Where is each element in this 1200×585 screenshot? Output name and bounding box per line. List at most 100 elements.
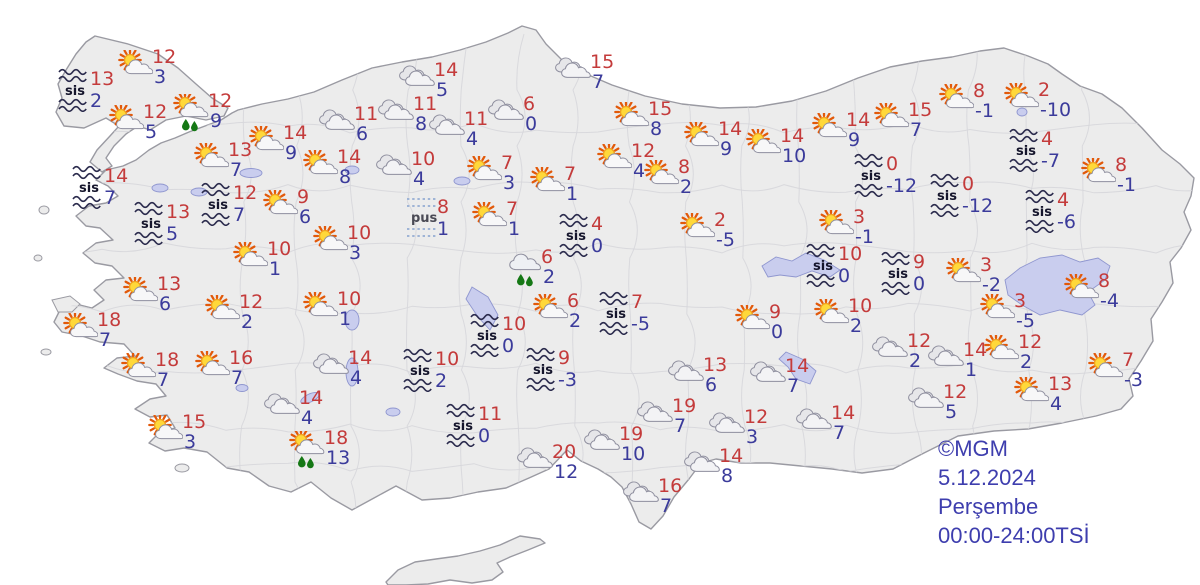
weather-station: 16 7 (623, 476, 682, 516)
max-temp: 14 (846, 109, 871, 131)
weather-station: sis 11 0 (446, 401, 502, 452)
min-temp: -1 (1117, 174, 1136, 196)
weather-station: 11 6 (319, 104, 378, 144)
partly-sunny-icon (1063, 272, 1100, 307)
reservoirs-euphrates (761, 252, 841, 278)
weather-station: sis 4 0 (559, 211, 603, 262)
min-temp: 8 (721, 465, 734, 487)
min-temp: -1 (975, 100, 994, 122)
partly-sunny-icon (679, 211, 716, 246)
max-temp: 14 (719, 445, 744, 467)
cloudy-icon (584, 427, 620, 460)
fog-icon: sis (599, 289, 635, 340)
weather-station: pus 8 1 (405, 194, 449, 245)
min-temp: 7 (99, 329, 112, 351)
max-temp: 12 (233, 182, 258, 204)
max-temp: 13 (166, 201, 191, 223)
weather-station: 13 6 (122, 274, 181, 314)
partly-sunny-icon (193, 141, 230, 176)
min-temp: 0 (525, 113, 538, 135)
min-temp: 2 (1020, 351, 1033, 373)
min-temp: 4 (350, 367, 363, 389)
map-footer: ©MGM 5.12.2024 Perşembe 00:00-24:00TSİ (938, 434, 1090, 550)
weather-station: 10 3 (312, 223, 371, 263)
min-temp: 7 (674, 415, 687, 437)
max-temp: 16 (658, 475, 683, 497)
weather-station: 14 4 (264, 388, 323, 428)
partly-sunny-icon (262, 188, 299, 223)
weather-station: sis 13 2 (58, 66, 114, 117)
partly-sunny-icon (248, 124, 285, 159)
min-temp: 2 (680, 176, 693, 198)
weather-station: 14 4 (313, 348, 372, 388)
weather-station: sis 7 -5 (599, 289, 650, 340)
partly-sunny-icon (613, 100, 650, 135)
weather-station: 18 7 (120, 350, 179, 390)
partly-sunny-icon (979, 292, 1016, 327)
max-temp: 0 (962, 173, 975, 195)
max-temp: 10 (838, 243, 863, 265)
min-temp: 7 (833, 422, 846, 444)
svg-text:sis: sis (566, 229, 586, 244)
min-temp: 6 (705, 374, 718, 396)
rain-icon (506, 250, 542, 293)
weather-station: sis 0 -12 (854, 151, 917, 202)
fog-icon: sis (201, 180, 237, 231)
cloudy-icon (623, 479, 659, 512)
weather-station: 20 12 (517, 442, 578, 482)
max-temp: 10 (411, 148, 436, 170)
svg-text:sis: sis (477, 329, 497, 344)
svg-text:sis: sis (1032, 205, 1052, 220)
partly-sunny-icon (147, 413, 184, 448)
max-temp: 18 (155, 349, 180, 371)
max-temp: 2 (714, 209, 727, 231)
max-temp: 14 (718, 118, 743, 140)
cloudy-icon (376, 152, 412, 185)
partly-sunny-icon (117, 48, 154, 83)
min-temp: 3 (349, 242, 362, 264)
weather-station: 10 4 (376, 149, 435, 189)
max-temp: 14 (348, 347, 373, 369)
fog-icon: sis (470, 311, 506, 362)
min-temp: 1 (566, 183, 579, 205)
weather-station: 16 7 (194, 348, 253, 388)
min-temp: 10 (621, 443, 646, 465)
min-temp: 8 (650, 118, 663, 140)
max-temp: 15 (590, 51, 615, 73)
partly-sunny-icon (1013, 375, 1050, 410)
max-temp: 12 (744, 406, 769, 428)
weather-station: sis 10 0 (806, 241, 862, 292)
min-temp: 2 (241, 311, 254, 333)
fog-icon: sis (930, 171, 966, 222)
weather-station: 13 7 (193, 140, 252, 180)
weather-station: sis 0 -12 (930, 171, 993, 222)
svg-text:sis: sis (861, 169, 881, 184)
max-temp: 10 (848, 295, 873, 317)
min-temp: 7 (231, 367, 244, 389)
fog-icon: sis (559, 211, 595, 262)
weather-station: 8 -4 (1063, 271, 1119, 311)
max-temp: 13 (1048, 373, 1073, 395)
partly-sunny-icon (818, 208, 855, 243)
forecast-date: 5.12.2024 (938, 465, 1036, 490)
min-temp: 3 (746, 426, 759, 448)
svg-text:sis: sis (208, 198, 228, 213)
weather-station: sis 13 5 (134, 199, 190, 250)
svg-text:sis: sis (1016, 144, 1036, 159)
partly-sunny-icon (983, 333, 1020, 368)
weather-station: 7 -3 (1087, 350, 1143, 390)
weather-station: 8 -1 (938, 81, 994, 121)
partly-sunny-icon (734, 303, 771, 338)
max-temp: 20 (552, 441, 577, 463)
partly-sunny-icon (945, 256, 982, 291)
min-temp: 3 (503, 172, 516, 194)
max-temp: 12 (943, 381, 968, 403)
cloudy-icon (517, 445, 553, 478)
max-temp: 4 (1041, 128, 1054, 150)
min-temp: 0 (838, 265, 851, 287)
